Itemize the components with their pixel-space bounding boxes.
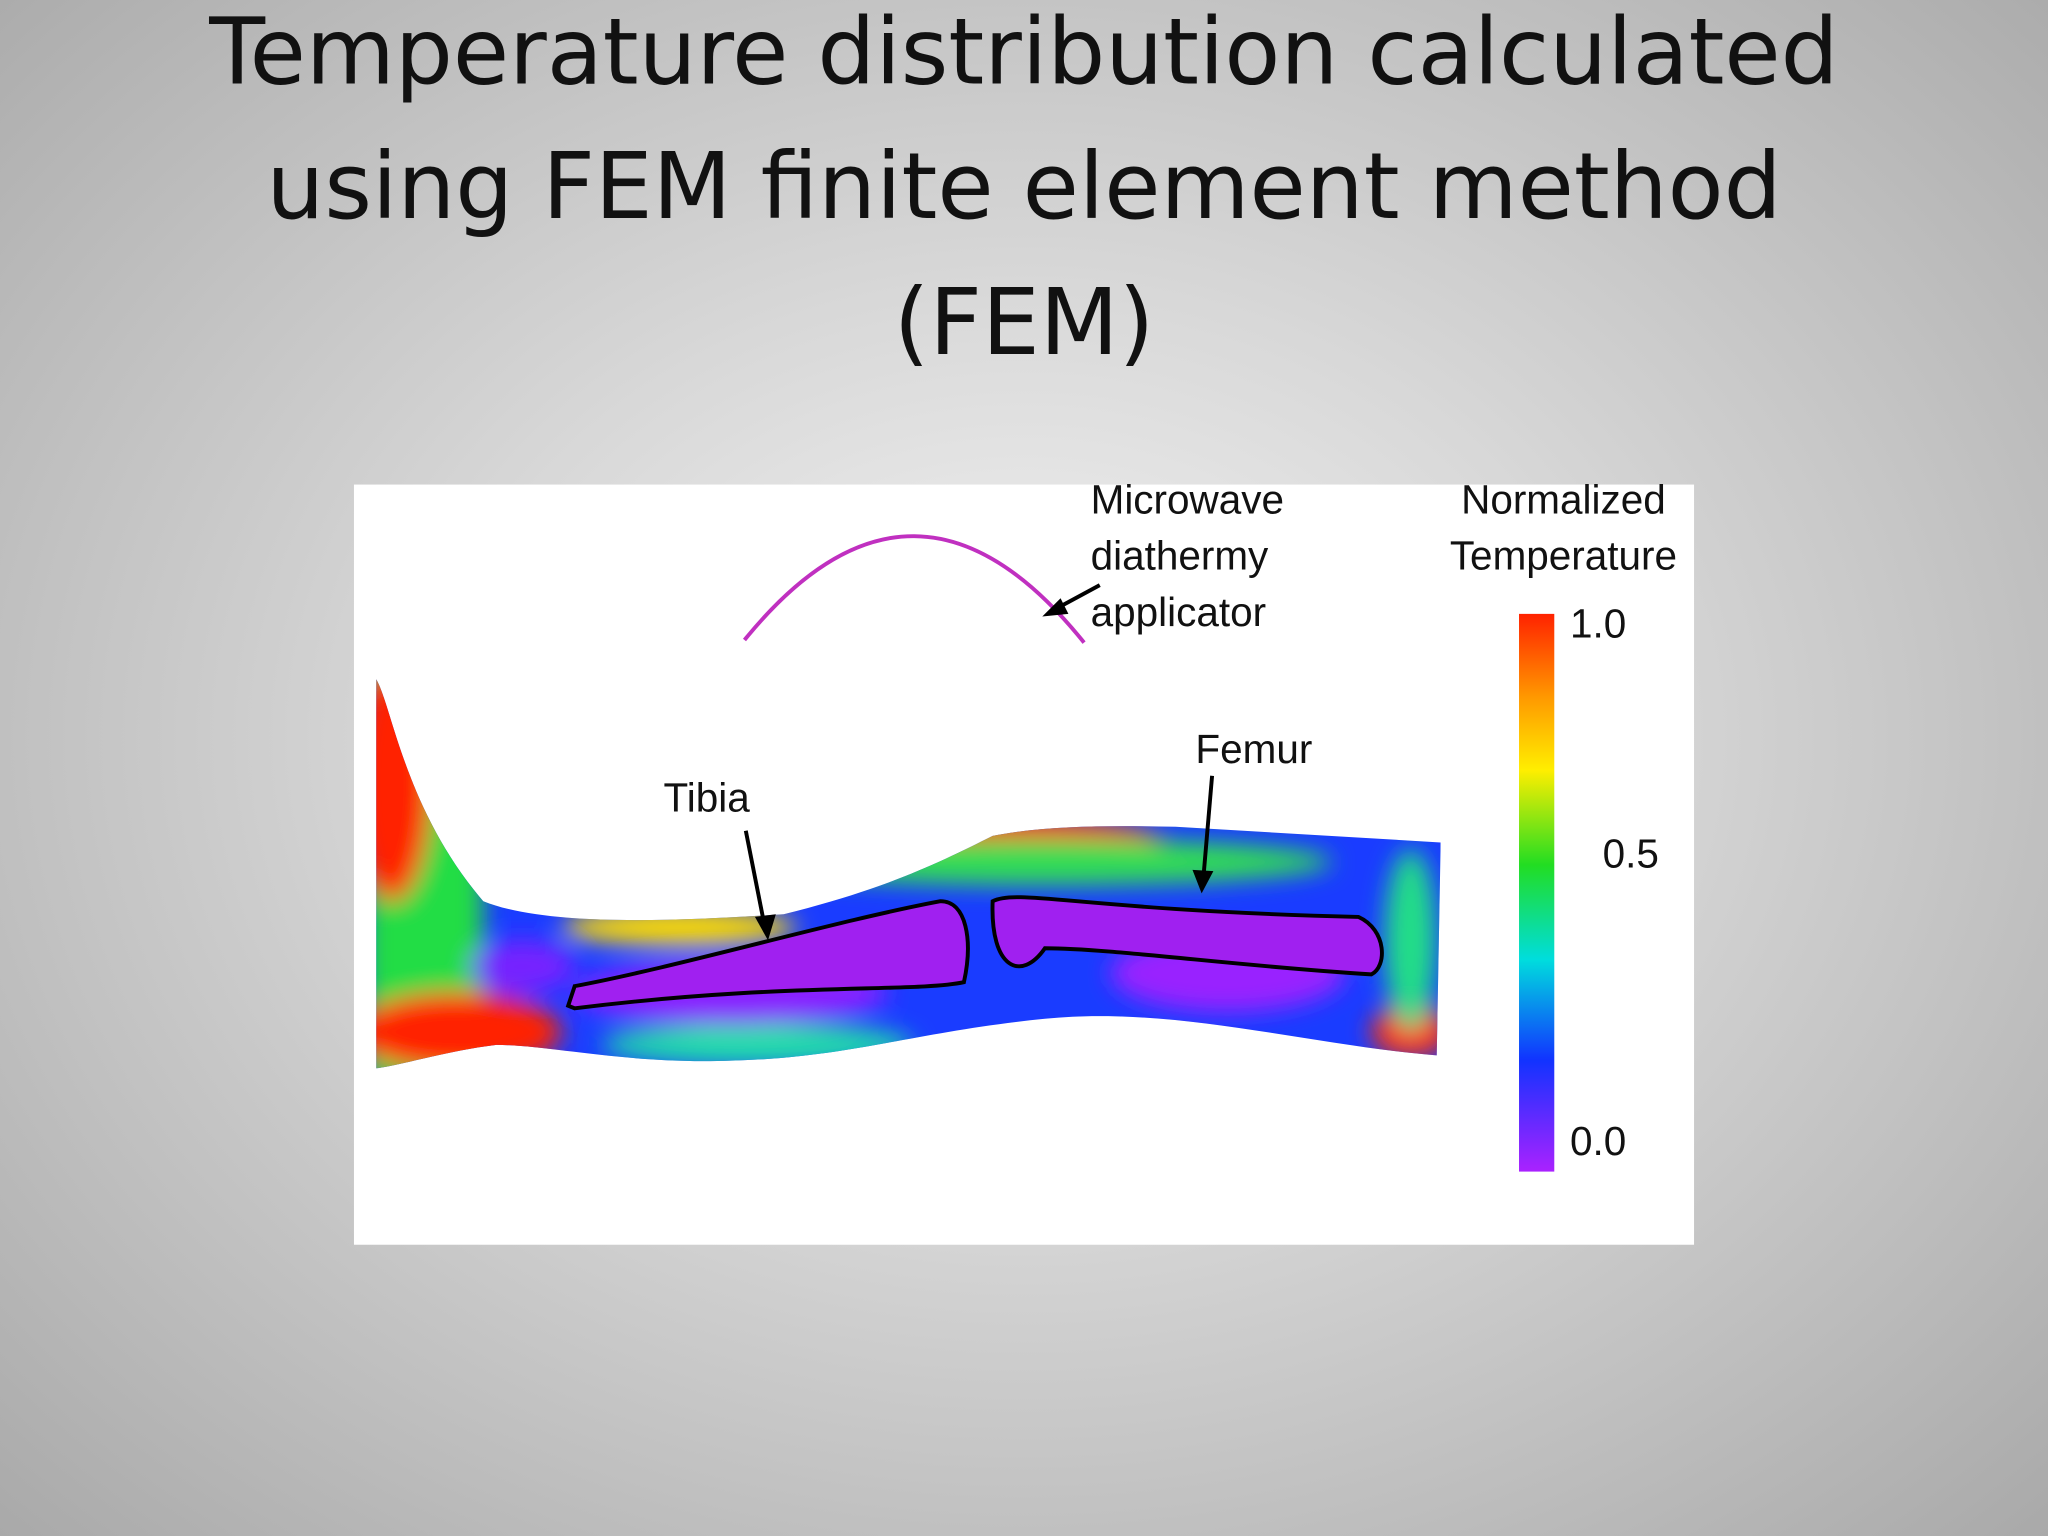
- colorbar-tick: 0.5: [1603, 831, 1659, 877]
- applicator-arc: [742, 534, 1086, 644]
- colorbar-title: Normalized: [1461, 477, 1666, 523]
- colorbar: [1519, 613, 1555, 1172]
- colorbar-tick: 0.0: [1570, 1118, 1626, 1164]
- applicator-label: Microwave: [1091, 477, 1284, 523]
- tibia-label: Tibia: [664, 774, 751, 820]
- femur-bone: [990, 895, 1384, 977]
- arrowheads: [754, 598, 1214, 941]
- applicator-label: diathermy: [1091, 533, 1269, 579]
- tibia-bone: [565, 899, 970, 1011]
- title-line: (FEM): [894, 269, 1155, 376]
- title-line: using FEM finite element method: [266, 133, 1781, 240]
- title-line: Temperature distribution calculated: [208, 0, 1838, 106]
- colorbar-title: Temperature: [1450, 533, 1677, 579]
- colorbar-tick: 1.0: [1570, 601, 1626, 647]
- femur-label: Femur: [1195, 726, 1312, 772]
- applicator-label: applicator: [1091, 589, 1266, 635]
